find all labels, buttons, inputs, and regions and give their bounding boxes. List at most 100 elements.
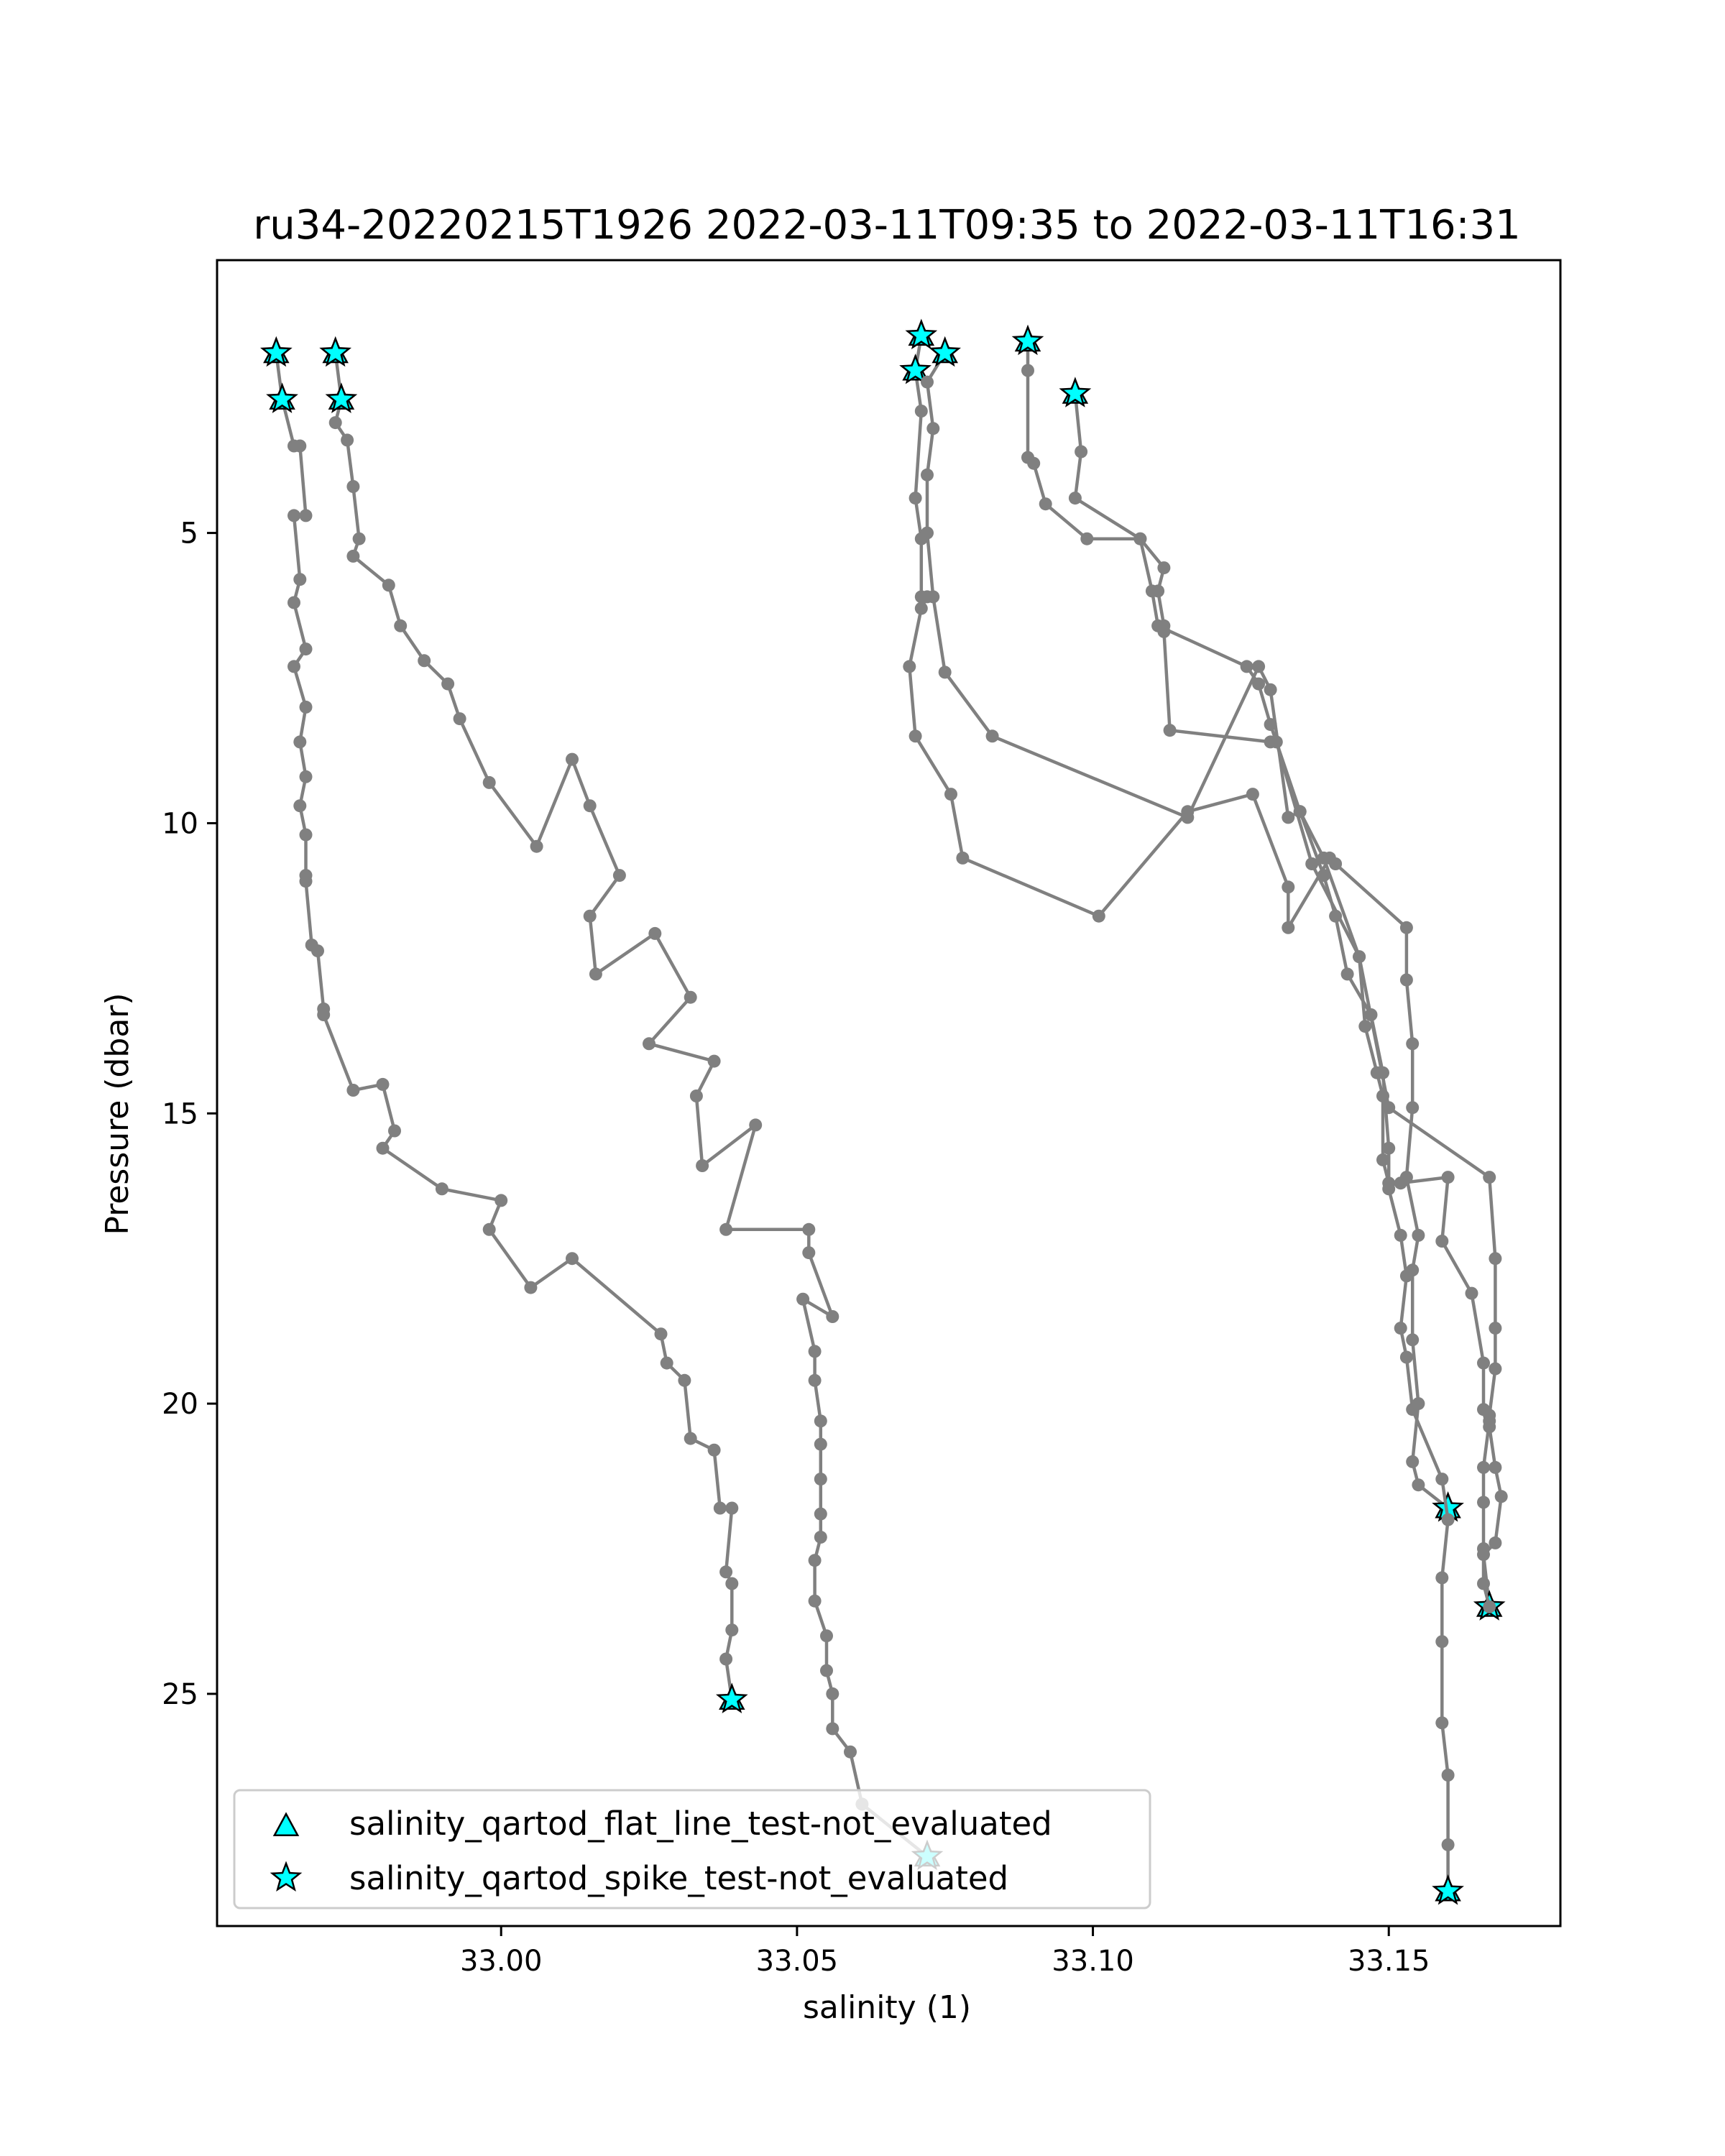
data-point: [908, 492, 922, 505]
data-point: [944, 788, 957, 801]
data-point: [684, 990, 697, 1004]
data-point: [713, 1501, 727, 1515]
data-point: [583, 909, 597, 923]
data-point: [1435, 1235, 1449, 1248]
data-point: [648, 926, 662, 940]
x-tick-label: 33.00: [460, 1945, 543, 1978]
data-point: [1382, 1182, 1396, 1196]
data-point: [566, 1252, 579, 1266]
data-point: [814, 1473, 827, 1486]
data-point: [1039, 497, 1052, 511]
data-point: [1406, 1037, 1420, 1051]
data-point: [1353, 950, 1366, 964]
data-point: [1435, 1716, 1449, 1730]
data-point: [1441, 1513, 1455, 1526]
data-point: [802, 1222, 816, 1236]
data-point: [956, 851, 970, 865]
data-point: [1435, 1635, 1449, 1649]
data-point: [299, 642, 313, 656]
legend-entry-label: salinity_qartod_flat_line_test-not_evalu…: [349, 1805, 1052, 1843]
data-point: [346, 480, 360, 493]
data-point: [1358, 1020, 1372, 1033]
data-point: [1252, 660, 1266, 673]
data-point: [435, 1182, 448, 1196]
data-point: [678, 1373, 691, 1387]
data-point: [654, 1327, 668, 1341]
y-tick-label: 20: [162, 1388, 198, 1421]
data-point: [826, 1310, 840, 1323]
data-point: [352, 532, 366, 545]
spike-flag-marker: [899, 353, 932, 384]
legend-triangle-marker: [272, 1812, 300, 1836]
data-point: [346, 1084, 360, 1097]
data-point: [926, 590, 940, 604]
data-point: [1489, 1536, 1502, 1549]
data-point: [376, 1141, 390, 1155]
data-point: [796, 1292, 810, 1306]
data-point: [418, 654, 431, 668]
data-point: [749, 1118, 763, 1132]
data-point: [1282, 921, 1295, 934]
data-point: [1329, 909, 1343, 923]
data-point: [376, 1077, 390, 1091]
data-point: [1412, 1478, 1425, 1492]
data-point: [1394, 1228, 1407, 1242]
data-point: [985, 729, 999, 743]
data-point: [1157, 561, 1171, 575]
data-point: [707, 1054, 721, 1068]
data-point: [707, 1443, 721, 1457]
data-point: [1282, 880, 1295, 894]
data-point: [1399, 1350, 1413, 1364]
data-point: [1477, 1356, 1490, 1370]
data-point: [1080, 532, 1094, 545]
data-point: [696, 1159, 709, 1172]
data-point: [1317, 869, 1330, 883]
data-point: [719, 1222, 733, 1236]
axes: 33.00 33.05 33.10 33.15 5 10 15 20 25: [162, 259, 1562, 1978]
x-tick-label: 33.15: [1348, 1945, 1430, 1978]
data-point: [1435, 1571, 1449, 1585]
data-point: [1406, 1403, 1420, 1416]
data-point: [820, 1629, 833, 1643]
data-point: [341, 433, 354, 447]
spike-flag-marker: [319, 336, 352, 367]
data-point: [689, 1089, 703, 1102]
data-point: [293, 799, 307, 813]
data-point: [566, 752, 579, 766]
data-point: [1399, 921, 1413, 934]
data-point: [938, 665, 952, 679]
data-point: [921, 375, 934, 389]
data-point: [1483, 1600, 1496, 1613]
data-point: [1305, 857, 1319, 870]
data-point: [1364, 1008, 1378, 1021]
data-point: [530, 839, 543, 853]
data-point: [1329, 857, 1343, 870]
data-point: [914, 405, 928, 418]
data-point: [1340, 967, 1354, 981]
data-point: [1376, 1153, 1389, 1166]
spike-flag-marker: [266, 382, 298, 413]
data-point: [1406, 1333, 1420, 1347]
series-1: [259, 336, 748, 1714]
data-point: [1027, 456, 1041, 470]
data-point: [808, 1345, 822, 1358]
data-point: [814, 1437, 827, 1451]
data-point: [1406, 1101, 1420, 1115]
y-tick-label: 15: [162, 1097, 198, 1130]
x-tick-label: 33.10: [1052, 1945, 1134, 1978]
data-point: [288, 596, 300, 609]
legend-star-marker: [270, 1861, 303, 1892]
data-point: [1441, 1838, 1455, 1851]
data-point: [299, 700, 313, 714]
data-point: [453, 712, 466, 726]
data-point: [719, 1565, 733, 1579]
data-point: [1489, 1252, 1502, 1266]
data-point: [914, 602, 928, 615]
spike-flag-marker: [1011, 324, 1044, 356]
data-point: [802, 1246, 816, 1260]
data-point: [660, 1356, 673, 1370]
data-point: [1240, 660, 1254, 673]
data-point: [293, 573, 307, 586]
spike-flag-marker: [1432, 1874, 1464, 1905]
